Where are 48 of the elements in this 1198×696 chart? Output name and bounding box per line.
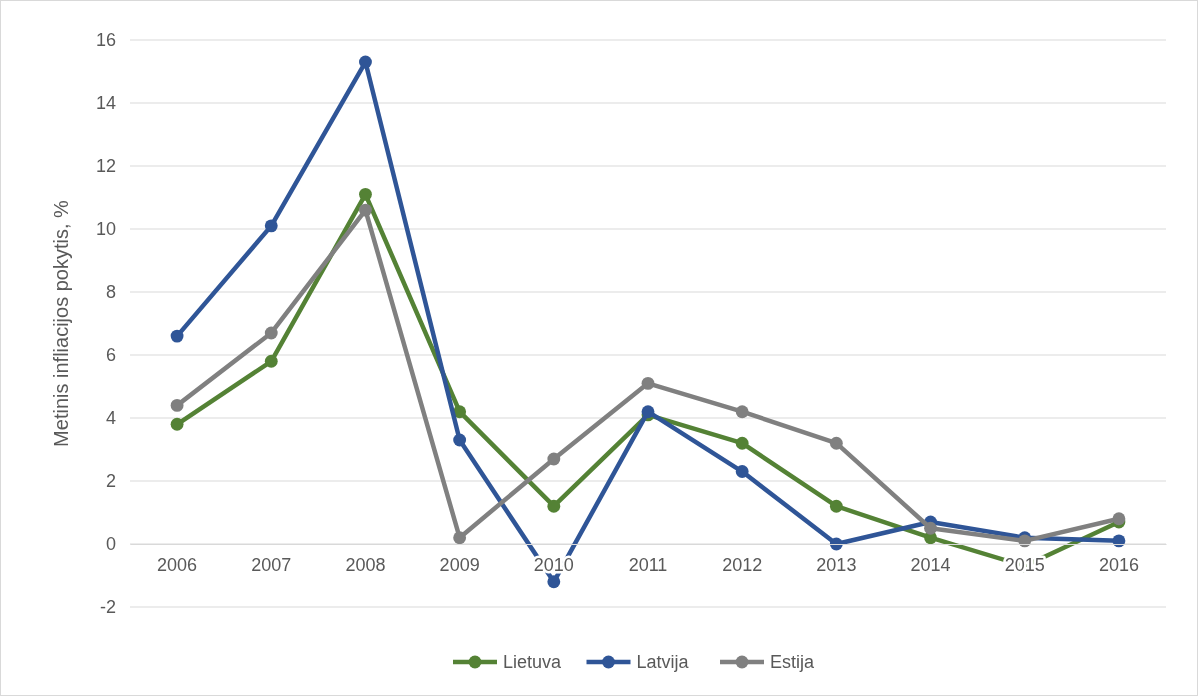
y-tick-label: 6 <box>105 345 116 366</box>
y-axis-title: Metinis infliacijos pokytis, % <box>50 199 72 447</box>
y-tick-label: 8 <box>105 282 116 303</box>
x-tick-label: 2007 <box>251 554 292 575</box>
point <box>829 537 843 551</box>
point <box>1112 534 1126 548</box>
y-tick-label: 12 <box>95 156 116 177</box>
y-tick-label: 14 <box>95 93 116 114</box>
x-tick-label: 2015 <box>1004 554 1045 575</box>
y-tick-label: 10 <box>95 219 116 240</box>
point <box>453 531 467 545</box>
point <box>547 575 561 589</box>
point <box>264 354 278 368</box>
point <box>170 417 184 431</box>
y-tick-label: 16 <box>95 30 116 51</box>
point <box>735 405 749 419</box>
point <box>547 499 561 513</box>
point <box>359 203 372 217</box>
x-tick-label: 2009 <box>439 554 480 575</box>
point <box>829 436 843 450</box>
point <box>170 329 184 343</box>
y-tick-label: 4 <box>105 408 116 429</box>
point <box>735 465 749 478</box>
point <box>547 452 561 466</box>
x-tick-label: 2013 <box>816 554 857 575</box>
x-tick-label: 2012 <box>722 554 763 575</box>
point <box>264 326 278 340</box>
y-tick-label: 0 <box>105 534 116 555</box>
point <box>641 376 655 390</box>
legend-label: Estija <box>770 652 815 672</box>
point <box>735 436 749 450</box>
point <box>170 398 184 412</box>
point <box>359 55 372 69</box>
point <box>264 219 278 233</box>
point <box>453 405 467 419</box>
legend-label: Lietuva <box>503 652 563 672</box>
x-tick-label: 2016 <box>1098 554 1139 575</box>
x-tick-label: 2008 <box>345 554 386 575</box>
y-tick-label: -2 <box>99 597 116 618</box>
x-tick-label: 2014 <box>910 554 951 575</box>
point <box>453 433 467 447</box>
point <box>924 521 937 535</box>
legend-label: Latvija <box>636 652 690 672</box>
x-tick-label: 2011 <box>628 554 668 575</box>
point <box>359 187 372 201</box>
y-tick-label: 2 <box>105 471 116 492</box>
point <box>829 499 843 513</box>
x-tick-label: 2006 <box>157 554 198 575</box>
